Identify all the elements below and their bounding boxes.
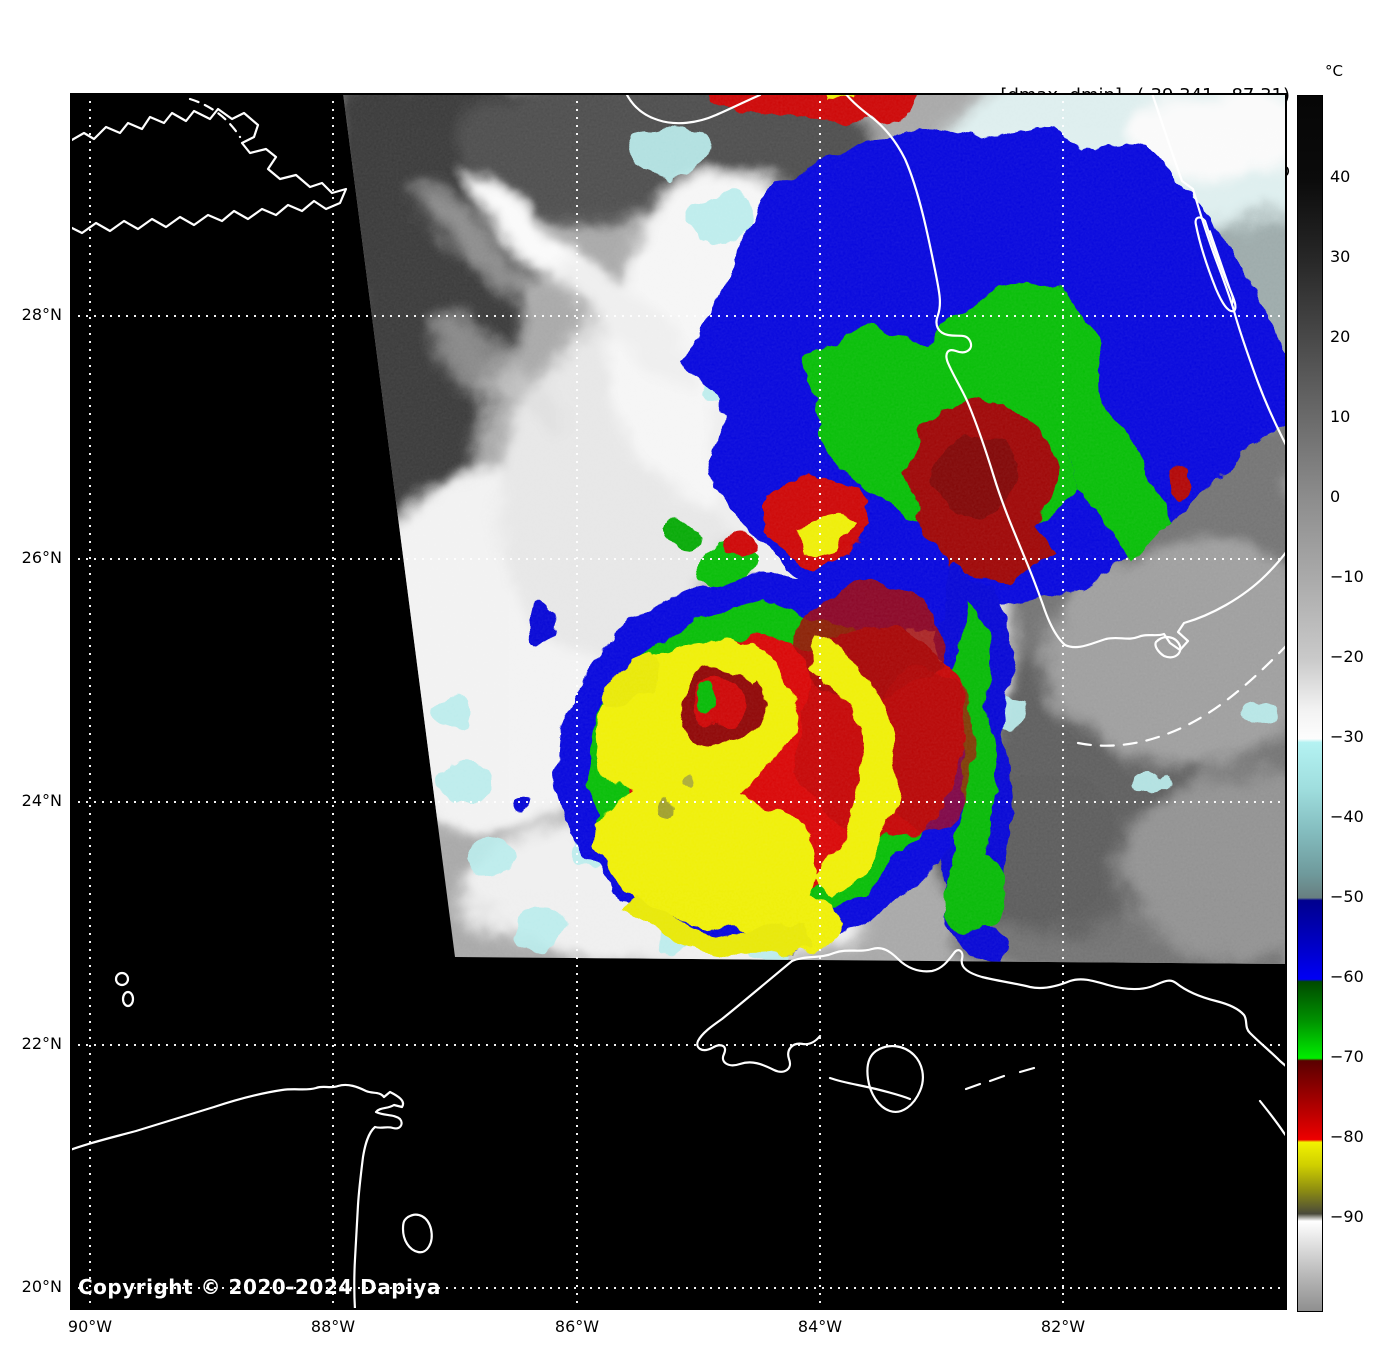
cb-tick-m30: −30	[1330, 727, 1364, 746]
cb-tick-m60: −60	[1330, 967, 1364, 986]
cb-tick-m10: −10	[1330, 567, 1364, 586]
lon-label-86w: 86°W	[554, 1317, 600, 1336]
cb-tick-m40: −40	[1330, 807, 1364, 826]
lat-label-24n: 24°N	[21, 791, 62, 810]
cb-tick-m20: −20	[1330, 647, 1364, 666]
lon-label-88w: 88°W	[310, 1317, 356, 1336]
cb-tick-10: 10	[1330, 407, 1351, 426]
cb-tick-m80: −80	[1330, 1127, 1364, 1146]
cb-tick-m50: −50	[1330, 887, 1364, 906]
cb-tick-20: 20	[1330, 327, 1351, 346]
satellite-map: Copyright © 2020-2024 Dapiya	[70, 93, 1287, 1310]
cb-tick-40: 40	[1330, 167, 1351, 186]
lat-label-22n: 22°N	[21, 1034, 62, 1053]
lat-label-26n: 26°N	[21, 548, 62, 567]
cb-tick-m70: −70	[1330, 1047, 1364, 1066]
imagery-swath	[343, 93, 1287, 964]
copyright-text: Copyright © 2020-2024 Dapiya	[78, 1275, 441, 1299]
lon-label-84w: 84°W	[797, 1317, 843, 1336]
coastlines	[70, 93, 1287, 1310]
graticule	[70, 93, 1287, 1310]
colorbar-unit-label: °C	[1325, 62, 1343, 80]
lon-label-90w: 90°W	[67, 1317, 113, 1336]
temperature-colorbar	[1297, 95, 1323, 1312]
lon-label-82w: 82°W	[1040, 1317, 1086, 1336]
cb-tick-30: 30	[1330, 247, 1351, 266]
lat-label-20n: 20°N	[21, 1277, 62, 1296]
cb-tick-m90: −90	[1330, 1207, 1364, 1226]
cb-tick-0: 0	[1330, 487, 1341, 506]
map-frame	[70, 93, 1287, 1310]
lat-label-28n: 28°N	[21, 305, 62, 324]
satellite-imagery	[70, 93, 1287, 1310]
